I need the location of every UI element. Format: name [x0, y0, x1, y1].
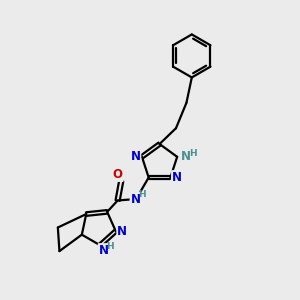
Text: H: H [138, 190, 146, 199]
Text: N: N [130, 150, 140, 163]
Text: O: O [112, 168, 123, 181]
Text: N: N [117, 225, 127, 238]
Text: N: N [130, 193, 140, 206]
Text: N: N [172, 171, 182, 184]
Text: H: H [189, 149, 197, 158]
Text: N: N [99, 244, 109, 257]
Text: N: N [181, 150, 190, 163]
Text: H: H [106, 242, 114, 251]
